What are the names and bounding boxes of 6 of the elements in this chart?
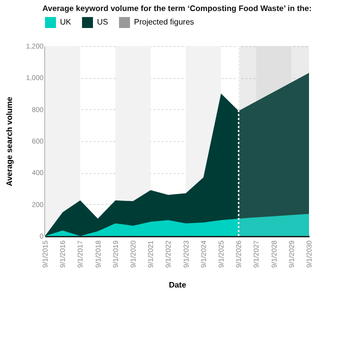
y-axis-title: Average search volume <box>4 96 14 186</box>
legend-label: US <box>97 18 108 27</box>
legend-label: Projected figures <box>134 18 194 27</box>
chart-title: Average keyword volume for the term ‘Composting Food Waste’ in the: <box>42 4 312 13</box>
x-axis-title: Date <box>168 280 187 290</box>
legend-label: UK <box>60 18 72 27</box>
